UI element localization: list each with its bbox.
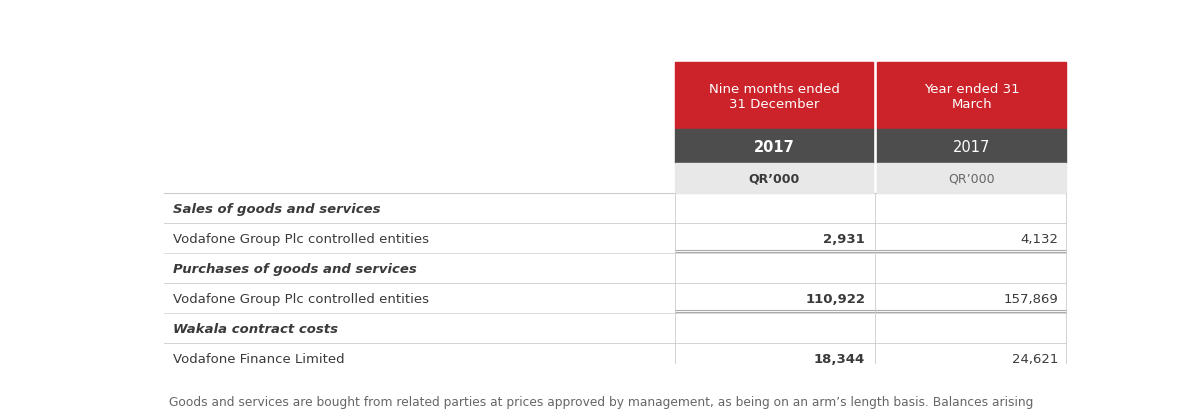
Text: 2017: 2017	[754, 139, 794, 154]
Text: Sales of goods and services: Sales of goods and services	[173, 202, 380, 216]
Text: Purchases of goods and services: Purchases of goods and services	[173, 262, 418, 275]
Text: 4,132: 4,132	[1021, 232, 1058, 245]
Bar	[676, 129, 872, 164]
Text: Vodafone Finance Limited: Vodafone Finance Limited	[173, 352, 344, 365]
Text: 2,931: 2,931	[823, 232, 865, 245]
Bar	[877, 63, 1066, 129]
Text: Vodafone Group Plc controlled entities: Vodafone Group Plc controlled entities	[173, 292, 430, 305]
Bar	[877, 164, 1066, 194]
Text: 2017: 2017	[953, 139, 990, 154]
Text: Wakala contract costs: Wakala contract costs	[173, 322, 338, 335]
Text: QR’000: QR’000	[749, 173, 799, 185]
Bar	[877, 129, 1066, 164]
Text: 110,922: 110,922	[805, 292, 865, 305]
Text: 157,869: 157,869	[1004, 292, 1058, 305]
Bar	[676, 164, 872, 194]
Text: Year ended 31
March: Year ended 31 March	[924, 82, 1020, 110]
Bar	[676, 63, 872, 129]
Text: Goods and services are bought from related parties at prices approved by managem: Goods and services are bought from relat…	[168, 396, 1033, 409]
Text: Vodafone Group Plc controlled entities: Vodafone Group Plc controlled entities	[173, 232, 430, 245]
Text: Nine months ended
31 December: Nine months ended 31 December	[708, 82, 840, 110]
Text: QR’000: QR’000	[948, 173, 995, 185]
Text: 24,621: 24,621	[1013, 352, 1058, 365]
Text: 18,344: 18,344	[814, 352, 865, 365]
